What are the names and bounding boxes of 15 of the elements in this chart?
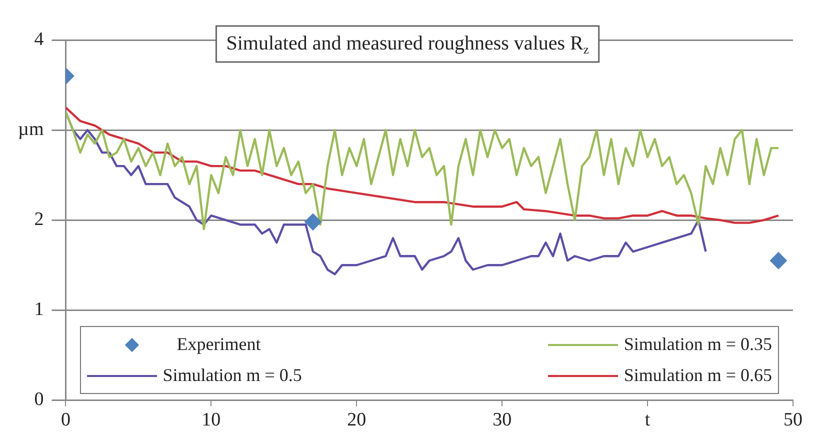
legend-label: Simulation m = 0.65 bbox=[624, 365, 772, 386]
legend-label: Simulation m = 0.5 bbox=[162, 365, 302, 386]
legend-label: Simulation m = 0.35 bbox=[624, 334, 772, 356]
x-tick-label: 20 bbox=[347, 410, 366, 431]
y-tick-label: 4 bbox=[34, 28, 44, 50]
x-tick-label: 0 bbox=[60, 410, 70, 431]
y-tick-label: 2 bbox=[34, 209, 44, 230]
y-tick-label: 0 bbox=[34, 389, 44, 410]
legend-label: Experiment bbox=[176, 334, 261, 356]
x-tick-label: 50 bbox=[784, 410, 802, 431]
x-tick-label: 30 bbox=[492, 410, 512, 431]
y-tick-label: 1 bbox=[34, 299, 44, 320]
y-tick-label: µm bbox=[18, 119, 44, 140]
x-tick-label: t bbox=[644, 410, 651, 431]
x-tick-label: 10 bbox=[202, 410, 221, 431]
